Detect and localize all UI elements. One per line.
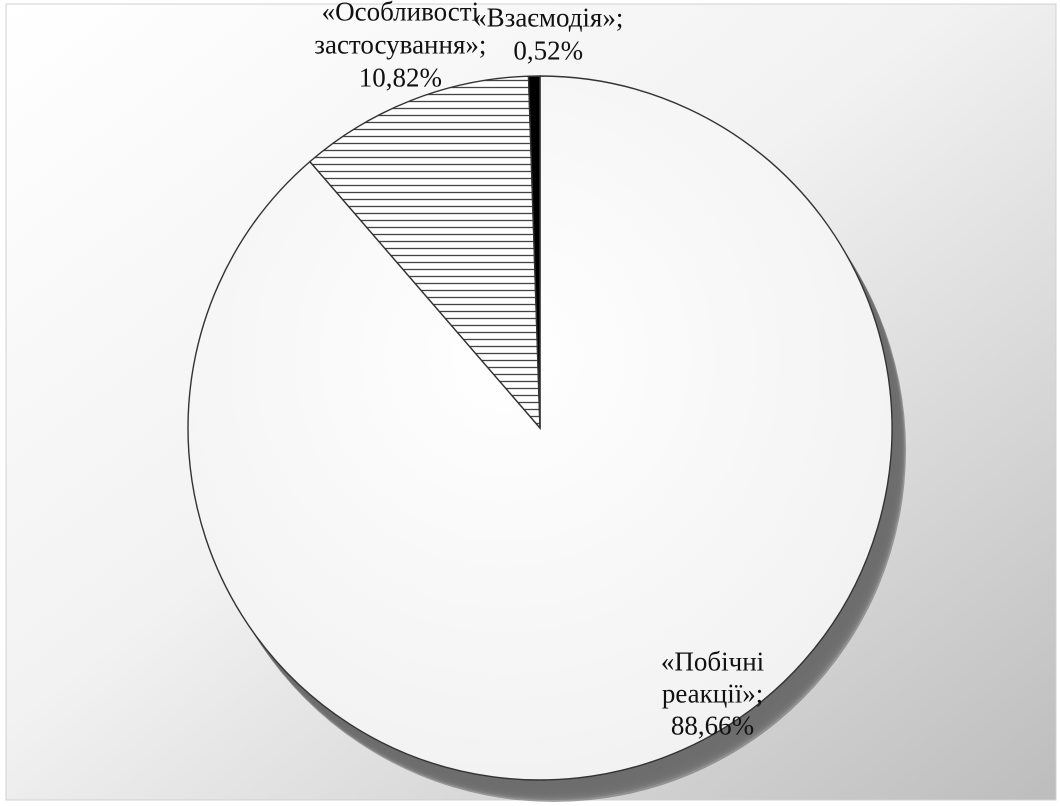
pie-slice [308,75,541,430]
slice-label-line: 88,66% [671,711,754,741]
slice-label-line: «Взаємодія»; [473,2,623,32]
pie-slice [527,75,541,429]
slice-label: «Взаємодія»;0,52% [473,2,623,65]
slice-label-line: реакції»; [662,679,763,709]
slice-label-line: «Побічні [661,647,764,677]
slice-label-line: застосування»; [314,29,486,59]
pie-slices [187,75,893,781]
slice-label-line: «Особливості [322,0,480,26]
slice-label-line: 0,52% [513,35,583,65]
slice-label: «Особливості застосування»;10,82% [314,0,486,92]
slice-label-line: 10,82% [359,62,442,92]
